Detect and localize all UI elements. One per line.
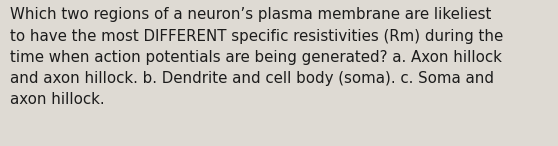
Text: Which two regions of a neuron’s plasma membrane are likeliest
to have the most D: Which two regions of a neuron’s plasma m… [10,7,503,107]
